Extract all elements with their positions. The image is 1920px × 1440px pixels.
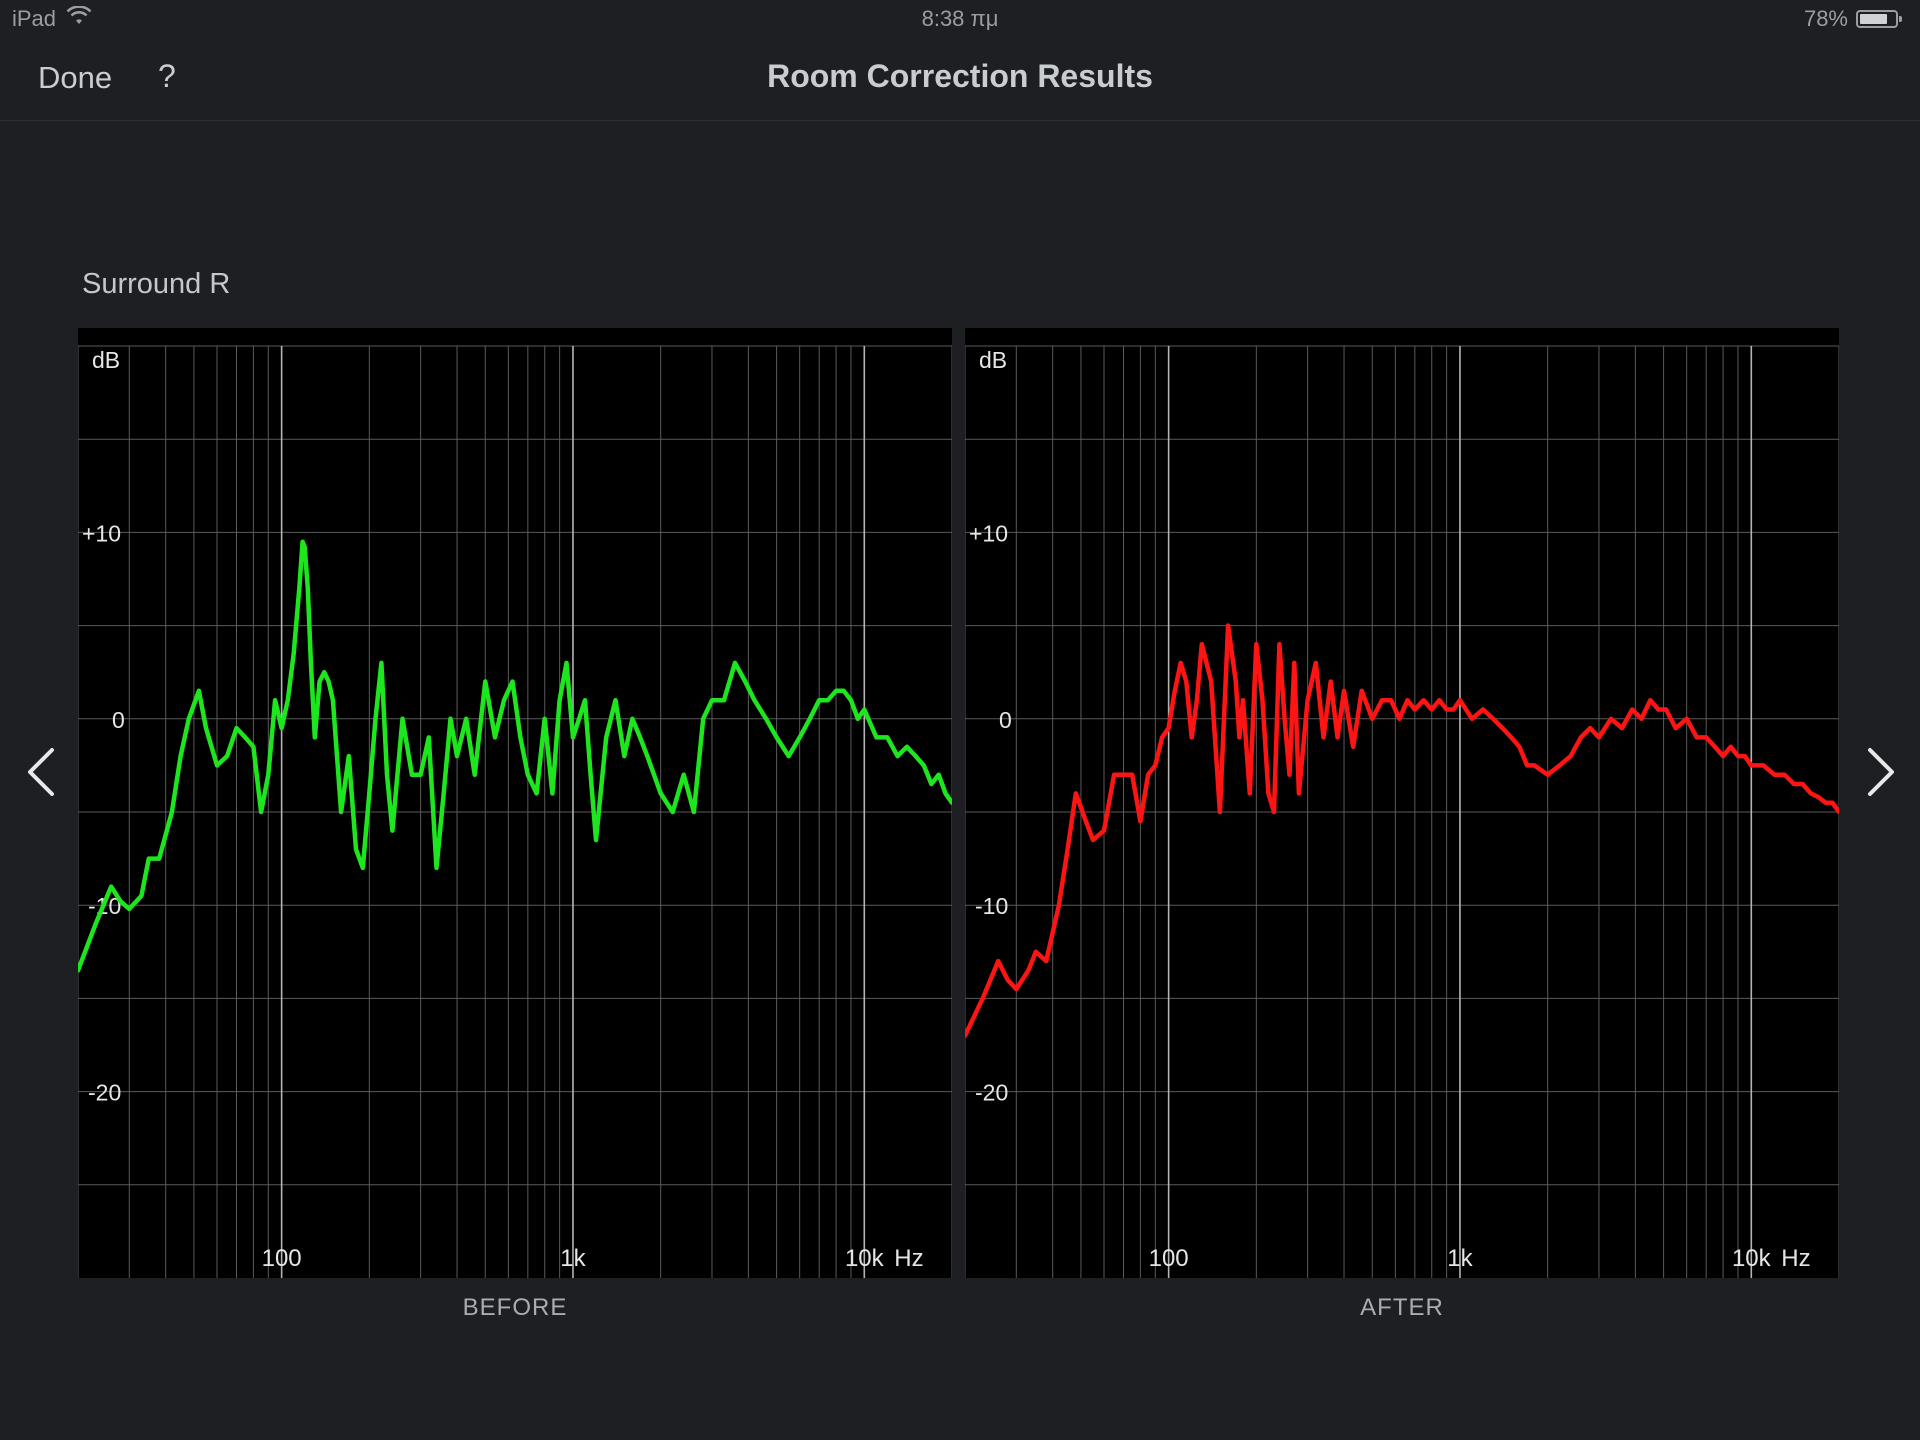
before-response-curve bbox=[78, 539, 952, 973]
battery-icon bbox=[1856, 10, 1902, 28]
before-chart: +10 0 -10 -20 dB 100 1k 10k Hz bbox=[78, 328, 952, 1278]
after-response-curve bbox=[965, 623, 1839, 1038]
before-y-axis-label: dB bbox=[92, 347, 120, 373]
after-label: AFTER bbox=[1360, 1294, 1444, 1321]
navigation-bar: Done ? Room Correction Results bbox=[0, 38, 1920, 121]
chevron-left-icon bbox=[28, 748, 54, 796]
status-bar: iPad 8:38 πμ 78% bbox=[0, 0, 1920, 38]
before-grid bbox=[78, 345, 952, 1278]
after-y-tick-label: -20 bbox=[975, 1080, 1008, 1106]
after-x-tick-label: 10k bbox=[1732, 1245, 1772, 1272]
before-y-tick-label: +10 bbox=[82, 520, 121, 546]
before-y-tick-label: -20 bbox=[88, 1080, 121, 1106]
after-x-tick-label: 100 bbox=[1149, 1245, 1189, 1272]
after-y-tick-label: +10 bbox=[969, 520, 1008, 546]
battery-percentage: 78% bbox=[1803, 6, 1848, 31]
after-x-unit-label: Hz bbox=[1781, 1245, 1810, 1272]
after-y-tick-label: 0 bbox=[999, 707, 1012, 733]
after-x-tick-label: 1k bbox=[1447, 1245, 1473, 1272]
before-x-tick-label: 100 bbox=[262, 1245, 302, 1272]
before-y-tick-label: 0 bbox=[112, 707, 125, 733]
done-button[interactable]: Done bbox=[38, 60, 113, 95]
next-channel-button[interactable] bbox=[1848, 738, 1908, 806]
after-y-tick-label: -10 bbox=[975, 893, 1008, 919]
after-grid bbox=[965, 345, 1839, 1278]
chevron-right-icon bbox=[1868, 748, 1894, 796]
before-x-tick-label: 10k bbox=[845, 1245, 885, 1272]
after-y-axis-label: dB bbox=[979, 347, 1007, 373]
after-chart: +10 0 -10 -20 dB 100 1k 10k Hz bbox=[965, 328, 1839, 1278]
before-label: BEFORE bbox=[462, 1294, 568, 1321]
previous-channel-button[interactable] bbox=[14, 738, 74, 806]
page-title: Room Correction Results bbox=[767, 58, 1153, 94]
help-button[interactable]: ? bbox=[158, 58, 176, 94]
wifi-icon bbox=[66, 5, 92, 32]
channel-name: Surround R bbox=[82, 268, 231, 300]
status-time: 8:38 πμ bbox=[921, 6, 999, 31]
before-x-unit-label: Hz bbox=[894, 1245, 923, 1272]
device-name: iPad bbox=[12, 6, 57, 31]
before-x-tick-label: 1k bbox=[560, 1245, 586, 1272]
after-chart-svg: +10 0 -10 -20 dB 100 1k 10k Hz bbox=[965, 345, 1839, 1278]
